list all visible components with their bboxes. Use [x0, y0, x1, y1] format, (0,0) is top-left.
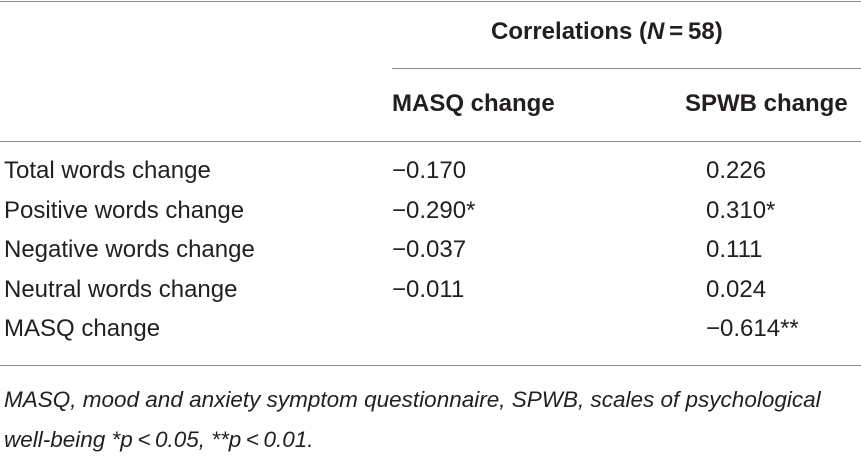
- row-label-total-words: Total words change: [4, 157, 211, 184]
- row-label-positive-words: Positive words change: [4, 197, 245, 224]
- cell-total-words-masq: −0.170: [392, 157, 467, 184]
- cell-positive-words-masq: −0.290*: [392, 197, 476, 224]
- cell-masq-change-spwb: −0.614**: [706, 315, 799, 342]
- cell-negative-words-spwb: 0.111: [706, 236, 763, 263]
- table-footnote: MASQ, mood and anxiety symptom questionn…: [4, 387, 821, 452]
- cell-positive-words-spwb: 0.310*: [706, 197, 776, 224]
- row-label-negative-words: Negative words change: [4, 236, 255, 263]
- column-header-spwb: SPWB change: [685, 90, 848, 117]
- cell-total-words-spwb: 0.226: [706, 157, 767, 184]
- header-rule: [0, 141, 861, 142]
- cell-negative-words-masq: −0.037: [392, 236, 467, 263]
- bottom-rule: [0, 365, 861, 366]
- cell-neutral-words-masq: −0.011: [392, 276, 465, 303]
- top-rule: [0, 1, 861, 2]
- row-label-masq-change: MASQ change: [4, 315, 161, 342]
- group-rule: [392, 68, 861, 69]
- group-header-n-symbol: N: [647, 18, 665, 45]
- group-header-suffix: = 58): [664, 18, 723, 45]
- cell-neutral-words-spwb: 0.024: [706, 276, 767, 303]
- row-label-neutral-words: Neutral words change: [4, 276, 238, 303]
- column-header-masq: MASQ change: [392, 90, 555, 117]
- group-header: Correlations (N = 58): [491, 18, 723, 46]
- group-header-prefix: Correlations (: [491, 18, 648, 45]
